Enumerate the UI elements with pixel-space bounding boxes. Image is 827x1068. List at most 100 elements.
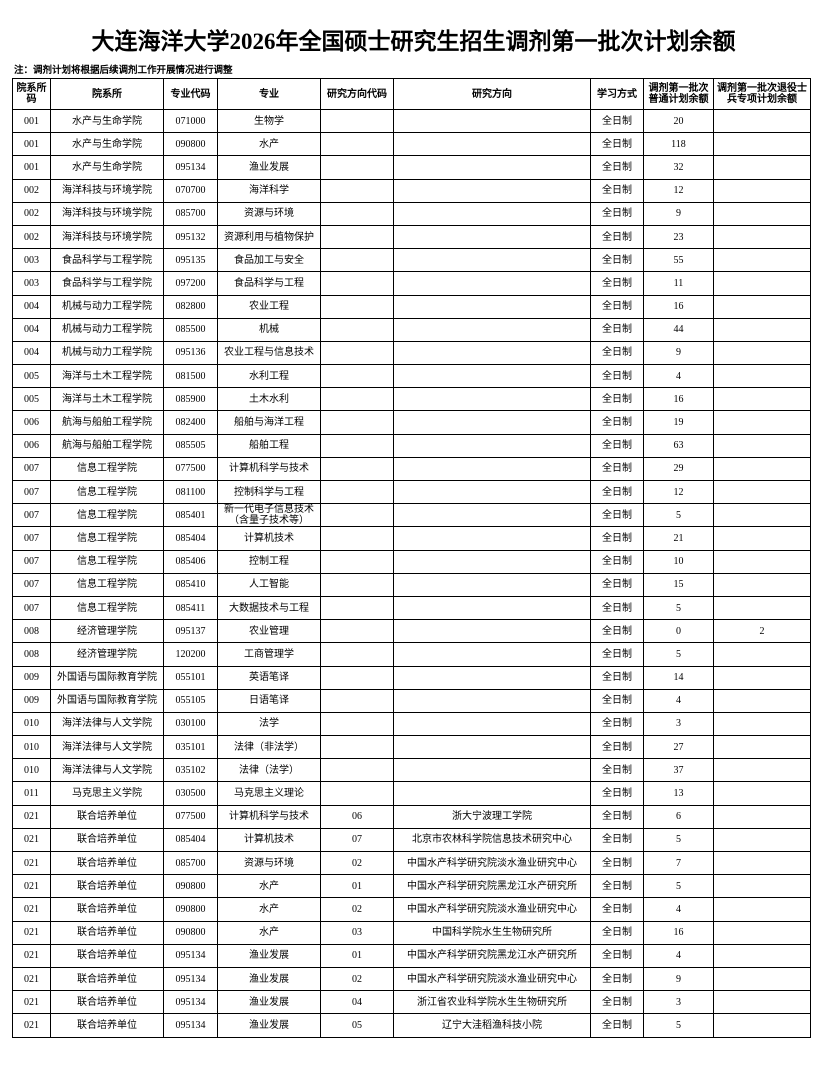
- table-cell: 全日制: [590, 155, 644, 180]
- table-cell: [393, 108, 591, 134]
- table-cell: 机械与动力工程学院: [50, 294, 164, 319]
- table-cell: [713, 178, 811, 203]
- table-cell: 4: [643, 364, 714, 389]
- table-cell: [320, 155, 394, 180]
- table-cell: 资源与环境: [217, 850, 321, 876]
- table-cell: 船舶工程: [217, 433, 321, 458]
- table-cell: 0: [643, 619, 714, 644]
- table-cell: 081500: [163, 364, 218, 389]
- table-cell: [713, 595, 811, 621]
- column-header: 研究方向代码: [320, 78, 394, 110]
- table-cell: 计算机科学与技术: [217, 804, 321, 829]
- table-cell: 002: [12, 178, 51, 203]
- table-cell: 085404: [163, 827, 218, 853]
- table-cell: 全日制: [590, 572, 644, 597]
- table-cell: 大数据技术与工程: [217, 595, 321, 621]
- table-cell: 辽宁大洼稻渔科技小院: [393, 1013, 591, 1038]
- table-cell: 全日制: [590, 619, 644, 644]
- table-row: 003 食品科学与工程学院 097200 食品科学与工程 全日制 11: [12, 271, 811, 296]
- table-cell: 全日制: [590, 132, 644, 157]
- table-cell: 中国水产科学研究院淡水渔业研究中心: [393, 850, 591, 876]
- table-cell: 37: [643, 758, 714, 783]
- table-cell: 全日制: [590, 642, 644, 667]
- table-row: 010 海洋法律与人文学院 035101 法律（非法学） 全日制 27: [12, 735, 811, 760]
- table-cell: [320, 642, 394, 667]
- table-cell: [713, 990, 811, 1015]
- table-row: 011 马克思主义学院 030500 马克思主义理论 全日制 13: [12, 781, 811, 806]
- table-cell: 控制科学与工程: [217, 479, 321, 505]
- table-row: 003 食品科学与工程学院 095135 食品加工与安全 全日制 55: [12, 248, 811, 273]
- table-cell: [393, 642, 591, 667]
- table-cell: 090800: [163, 132, 218, 157]
- table-cell: 085700: [163, 850, 218, 876]
- table-cell: 全日制: [590, 781, 644, 806]
- table-cell: 021: [12, 1013, 51, 1038]
- table-cell: [713, 1013, 811, 1038]
- table-cell: [320, 549, 394, 574]
- table-cell: 食品加工与安全: [217, 248, 321, 273]
- table-cell: 9: [643, 340, 714, 366]
- table-cell: [393, 410, 591, 435]
- table-cell: 5: [643, 595, 714, 621]
- table-cell: 021: [12, 874, 51, 899]
- table-cell: 085406: [163, 549, 218, 574]
- table-cell: 中国水产科学研究院黑龙江水产研究所: [393, 874, 591, 899]
- table-cell: 030500: [163, 781, 218, 806]
- table-cell: 资源与环境: [217, 201, 321, 226]
- table-cell: 055101: [163, 665, 218, 690]
- table-cell: [713, 132, 811, 157]
- table-cell: 全日制: [590, 874, 644, 899]
- table-cell: 英语笔译: [217, 665, 321, 690]
- table-cell: 计算机科学与技术: [217, 456, 321, 482]
- table-row: 021 联合培养单位 095134 渔业发展 05 辽宁大洼稻渔科技小院 全日制 5: [12, 1013, 811, 1038]
- table-cell: 联合培养单位: [50, 966, 164, 992]
- table-body: 001 水产与生命学院 071000 生物学 全日制 20 001 水产与生命学院 090800…: [12, 108, 811, 1038]
- table-cell: [320, 688, 394, 713]
- table-row: 021 联合培养单位 095134 渔业发展 02 中国水产科学研究院淡水渔业研究中心 全日…: [12, 966, 811, 992]
- table-row: 021 联合培养单位 090800 水产 01 中国水产科学研究院黑龙江水产研究所 全日制 5: [12, 874, 811, 899]
- table-cell: 085900: [163, 387, 218, 412]
- table-cell: 中国水产科学研究院淡水渔业研究中心: [393, 966, 591, 992]
- table-cell: 联合培养单位: [50, 990, 164, 1015]
- table-cell: 003: [12, 248, 51, 273]
- table-cell: 02: [320, 897, 394, 922]
- table-cell: 全日制: [590, 990, 644, 1015]
- table-cell: [393, 248, 591, 273]
- table-cell: 4: [643, 688, 714, 713]
- table-cell: 085404: [163, 526, 218, 551]
- table-cell: 全日制: [590, 827, 644, 853]
- table-cell: 船舶与海洋工程: [217, 410, 321, 435]
- table-cell: 007: [12, 572, 51, 597]
- column-header: 研究方向: [393, 78, 591, 110]
- table-cell: [393, 758, 591, 783]
- table-cell: 信息工程学院: [50, 595, 164, 621]
- table-cell: 001: [12, 155, 51, 180]
- table-cell: [393, 688, 591, 713]
- table-cell: 010: [12, 711, 51, 737]
- table-cell: 资源利用与植物保护: [217, 224, 321, 250]
- table-cell: [393, 711, 591, 737]
- table-cell: 071000: [163, 108, 218, 134]
- table-cell: 马克思主义理论: [217, 781, 321, 806]
- table-cell: [393, 595, 591, 621]
- table-cell: [393, 271, 591, 296]
- table-cell: [713, 317, 811, 342]
- table-cell: 082400: [163, 410, 218, 435]
- table-cell: [320, 433, 394, 458]
- table-cell: 控制工程: [217, 549, 321, 574]
- table-cell: [320, 271, 394, 296]
- table-cell: [320, 758, 394, 783]
- column-header: 调剂第一批次退役士兵专项计划余额: [713, 78, 811, 110]
- table-cell: [320, 410, 394, 435]
- remaining-quota-table: 院系所码 院系所 专业代码 专业 研究方向代码 研究方向 学习方式 调剂第一批次普通计划余额调…: [12, 78, 811, 1038]
- table-cell: 035102: [163, 758, 218, 783]
- table-cell: 07: [320, 827, 394, 853]
- column-header: 调剂第一批次普通计划余额: [643, 78, 714, 110]
- table-row: 002 海洋科技与环境学院 095132 资源利用与植物保护 全日制 23: [12, 224, 811, 250]
- table-row: 007 信息工程学院 085410 人工智能 全日制 15: [12, 572, 811, 597]
- table-cell: 4: [643, 897, 714, 922]
- table-row: 004 机械与动力工程学院 095136 农业工程与信息技术 全日制 9: [12, 340, 811, 366]
- table-cell: 085401: [163, 503, 218, 528]
- table-cell: 信息工程学院: [50, 572, 164, 597]
